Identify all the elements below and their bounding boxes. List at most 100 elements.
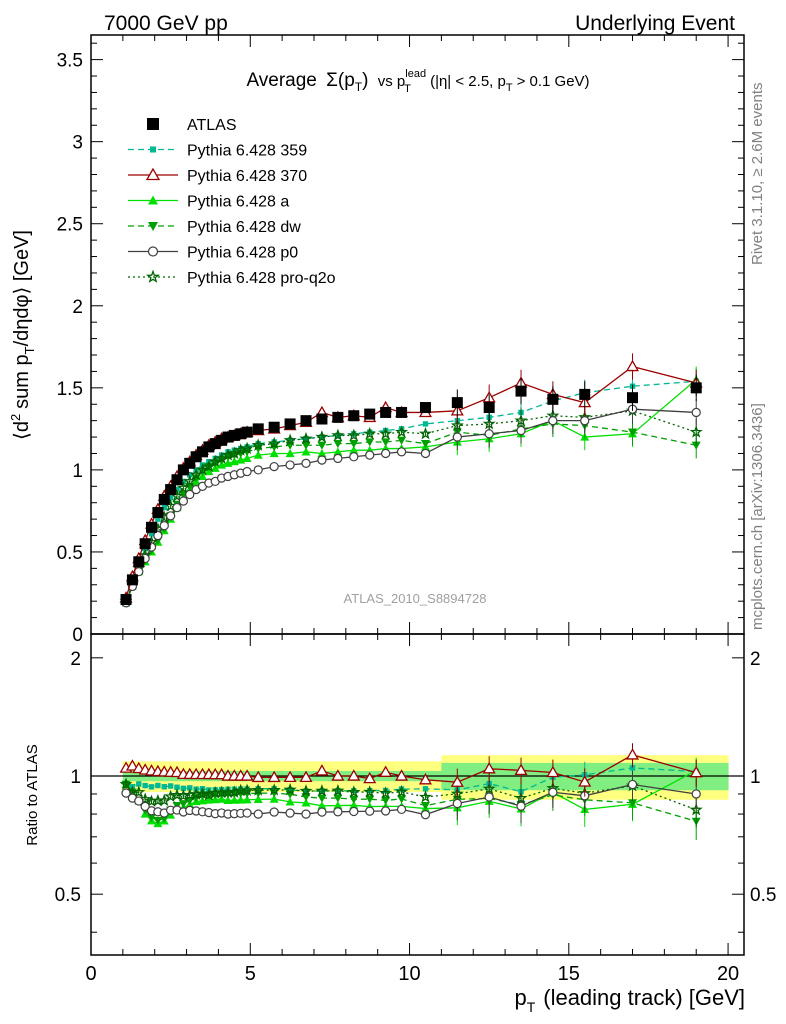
x-tick-label: 15 — [558, 963, 580, 985]
title-cuts-a: (|η| < 2.5, p — [430, 73, 506, 90]
data-point — [483, 402, 495, 414]
data-point — [252, 423, 264, 435]
legend-item: Pythia 6.428 dw — [128, 219, 301, 236]
data-point — [516, 425, 526, 436]
data-point — [268, 421, 280, 433]
data-point — [349, 445, 359, 454]
data-point — [580, 416, 590, 426]
data-point — [381, 438, 391, 447]
data-point — [420, 448, 431, 459]
data-point — [347, 785, 361, 798]
data-point — [299, 784, 313, 797]
data-point — [203, 441, 215, 453]
data-point — [241, 426, 253, 438]
data-point — [625, 359, 640, 372]
data-point — [333, 801, 343, 810]
data-point — [299, 770, 313, 783]
data-point — [209, 438, 221, 450]
main-plot-marks — [119, 353, 703, 608]
data-point — [267, 783, 281, 796]
data-point — [315, 764, 329, 776]
data-point — [134, 796, 144, 806]
data-point — [285, 797, 295, 806]
data-point — [331, 769, 345, 781]
y-tick-label: 3.5 — [57, 51, 83, 72]
y-tick-label: 2.5 — [57, 215, 83, 236]
y-tick-label: 1 — [72, 461, 83, 482]
data-point — [395, 784, 409, 798]
data-point — [197, 796, 207, 805]
data-point — [148, 784, 155, 790]
data-point — [301, 798, 311, 807]
y-label-mid: sum p — [11, 354, 33, 408]
data-point — [380, 806, 391, 816]
x-axis-label: pT (leading track) [GeV] — [514, 985, 745, 1015]
data-point — [689, 425, 703, 438]
x-tick-label: 10 — [398, 963, 420, 985]
data-point — [691, 441, 701, 450]
data-point — [547, 393, 559, 405]
data-point — [349, 800, 359, 809]
data-point — [133, 556, 145, 568]
ratio-series-6 — [119, 771, 703, 828]
data-point — [395, 425, 409, 438]
ratio-plot-frame — [90, 633, 745, 956]
rivet-version-note: Rivet 3.1.10, ≥ 2.6M events — [749, 83, 766, 266]
title-vs: vs p — [378, 73, 406, 90]
data-point — [253, 465, 263, 475]
data-point — [172, 502, 182, 513]
data-point — [363, 771, 377, 784]
data-point — [285, 808, 295, 818]
data-point — [579, 388, 591, 400]
data-point — [380, 448, 391, 459]
title-sigma: Σ(p — [326, 70, 355, 91]
data-point — [150, 146, 156, 153]
data-point — [165, 511, 176, 521]
data-point — [315, 430, 329, 443]
data-point — [161, 784, 167, 790]
legend-item: ATLAS — [147, 117, 237, 134]
series-6 — [119, 397, 703, 607]
title-lead-sup: lead — [405, 68, 426, 80]
title-average: Average — [246, 70, 316, 91]
data-point — [195, 786, 210, 800]
y-label-sup: 2 — [8, 414, 23, 421]
data-point — [546, 765, 560, 778]
data-point — [484, 792, 494, 802]
data-point — [515, 385, 527, 397]
data-point — [210, 795, 220, 804]
data-point — [331, 783, 345, 797]
data-point — [452, 432, 462, 442]
data-point — [145, 269, 161, 283]
data-point — [316, 413, 328, 425]
data-point — [267, 770, 281, 783]
data-point — [365, 795, 375, 804]
data-point — [120, 594, 132, 606]
data-point — [349, 806, 359, 817]
data-point — [627, 392, 639, 404]
data-point — [242, 795, 252, 804]
legend-item: Pythia 6.428 p0 — [128, 245, 298, 262]
data-point — [285, 448, 295, 458]
data-point — [578, 775, 592, 787]
data-point — [187, 785, 193, 791]
data-point — [236, 795, 246, 804]
data-point — [153, 530, 163, 541]
data-point — [165, 484, 177, 496]
data-point — [395, 769, 409, 781]
x-tick-label: 0 — [85, 963, 96, 985]
data-point — [251, 770, 265, 783]
ratio-series-line — [125, 783, 697, 811]
collision-label: 7000 GeV pp — [104, 12, 228, 35]
data-point — [420, 440, 430, 449]
data-point — [691, 407, 701, 418]
series-2 — [119, 353, 703, 603]
ratio-tick-label-right: 0.5 — [750, 885, 776, 906]
data-point — [142, 782, 148, 789]
data-point — [317, 448, 327, 458]
data-point — [396, 447, 407, 457]
x-tick-label: 20 — [717, 963, 739, 985]
data-point — [240, 783, 254, 797]
data-point — [625, 748, 640, 760]
data-point — [317, 794, 327, 803]
